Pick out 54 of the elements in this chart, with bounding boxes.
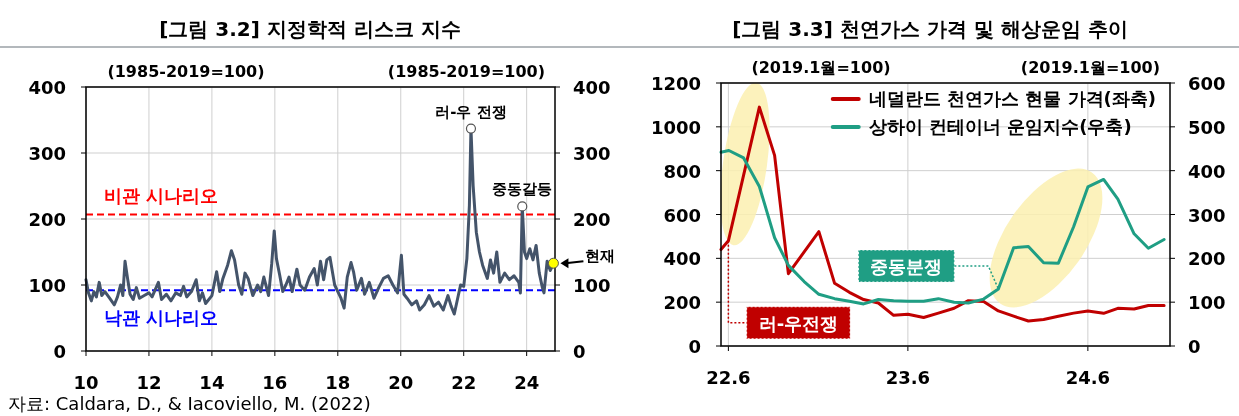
x-tick-label: 22 — [451, 372, 477, 393]
y-tick-label: 400 — [28, 77, 66, 98]
y-tick-label: 0 — [688, 336, 701, 357]
annotation: 현재 — [585, 247, 616, 266]
y-tick-label: 400 — [663, 248, 701, 270]
point — [465, 123, 477, 134]
annotation: 러-우 전쟁 — [435, 102, 507, 121]
annotation: 중동갈등 — [492, 180, 553, 199]
y2-tick-label: 200 — [573, 209, 611, 230]
y2-axis-title: (1985-2019=100) — [387, 62, 545, 81]
x-tick-label: 23.6 — [885, 367, 931, 388]
annotation: 중동분쟁 — [870, 256, 943, 278]
x-tick-label: 24 — [514, 372, 540, 393]
y-tick-label: 1200 — [650, 73, 701, 94]
y-tick-label: 200 — [28, 209, 66, 230]
y-tick-label: 600 — [663, 204, 701, 226]
legend-label: 네덜란드 천연가스 현물 가격(좌축) — [868, 88, 1156, 109]
y-axis-title: (2019.1월=100) — [751, 58, 891, 77]
legend-label: 상하이 컨테이너 운임지수(우축) — [868, 116, 1132, 137]
y2-tick-label: 400 — [573, 77, 611, 98]
y2-tick-label: 300 — [1188, 204, 1226, 226]
point — [517, 201, 528, 212]
y-tick-label: 200 — [663, 292, 701, 314]
y2-tick-label: 500 — [1188, 116, 1226, 138]
x-tick-label: 22.6 — [706, 367, 751, 388]
y2-tick-label: 100 — [573, 275, 611, 296]
x-tick-label: 10 — [73, 372, 99, 393]
annotation: 러-우전쟁 — [758, 312, 839, 334]
text: 자료: Caldara, D., & Iacoviello, M. (2022) — [8, 393, 371, 414]
x-tick-label: 12 — [136, 372, 162, 393]
y-tick-label: 300 — [28, 143, 66, 164]
y-tick-label: 0 — [53, 341, 66, 362]
y2-tick-label: 100 — [1188, 292, 1226, 314]
y2-tick-label: 400 — [1188, 160, 1226, 182]
x-tick-label: 16 — [262, 372, 288, 393]
ref-line-label: 낙관 시나리오 — [104, 307, 219, 329]
y2-tick-label: 0 — [1188, 336, 1201, 357]
chart-title: [그림 3.3] 천연가스 가격 및 해상운임 추이 — [732, 17, 1128, 41]
x-tick-label: 14 — [199, 372, 225, 393]
point — [547, 257, 559, 269]
y-tick-label: 800 — [663, 160, 701, 182]
y2-tick-label: 0 — [573, 341, 586, 362]
chart-title: [그림 3.2] 지정학적 리스크 지수 — [159, 17, 461, 41]
ref-line-label: 비관 시나리오 — [104, 185, 219, 207]
y-tick-label: 1000 — [650, 116, 701, 138]
x-tick-label: 20 — [388, 372, 414, 393]
x-tick-label: 18 — [325, 372, 351, 393]
y-tick-label: 100 — [28, 275, 66, 296]
x-tick-label: 24.6 — [1065, 367, 1111, 388]
y2-tick-label: 200 — [1188, 248, 1226, 270]
y2-tick-label: 600 — [1188, 73, 1226, 94]
y2-tick-label: 300 — [573, 143, 611, 164]
y-axis-title: (1985-2019=100) — [107, 62, 265, 81]
y2-axis-title: (2019.1월=100) — [1020, 58, 1160, 77]
